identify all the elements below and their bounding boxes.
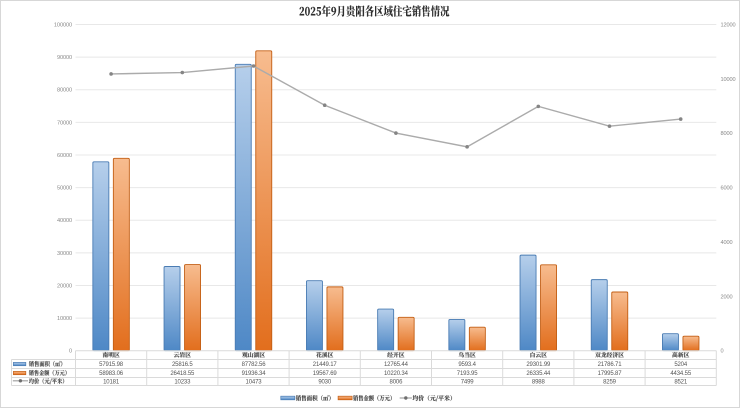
svg-text:100000: 100000 — [54, 23, 72, 29]
svg-text:12765.44: 12765.44 — [384, 362, 409, 368]
svg-text:2000: 2000 — [721, 294, 733, 300]
svg-text:57915.98: 57915.98 — [99, 362, 124, 368]
svg-text:70000: 70000 — [57, 120, 72, 126]
svg-text:4000: 4000 — [721, 240, 733, 246]
svg-text:26335.44: 26335.44 — [526, 371, 551, 377]
svg-text:10473: 10473 — [246, 379, 263, 385]
svg-text:50000: 50000 — [57, 186, 72, 192]
svg-text:17995.87: 17995.87 — [598, 371, 623, 377]
svg-text:9030: 9030 — [318, 379, 332, 385]
svg-text:91936.34: 91936.34 — [242, 371, 267, 377]
svg-text:60000: 60000 — [57, 153, 72, 159]
svg-text:8006: 8006 — [390, 379, 404, 385]
svg-text:40000: 40000 — [57, 218, 72, 224]
svg-text:90000: 90000 — [57, 55, 72, 61]
svg-text:9593.4: 9593.4 — [458, 362, 476, 368]
svg-text:21449.17: 21449.17 — [313, 362, 338, 368]
svg-text:80000: 80000 — [57, 88, 72, 94]
svg-text:0: 0 — [721, 349, 724, 355]
svg-text:12000: 12000 — [721, 23, 736, 29]
svg-text:10220.34: 10220.34 — [384, 371, 409, 377]
svg-text:8000: 8000 — [721, 131, 733, 137]
svg-text:7193.95: 7193.95 — [457, 371, 478, 377]
svg-text:0: 0 — [69, 349, 72, 355]
svg-text:10181: 10181 — [103, 379, 120, 385]
svg-text:10000: 10000 — [721, 77, 736, 83]
svg-text:8259: 8259 — [603, 379, 617, 385]
svg-text:10000: 10000 — [57, 316, 72, 322]
svg-text:25816.5: 25816.5 — [172, 362, 193, 368]
svg-text:4434.55: 4434.55 — [670, 371, 691, 377]
svg-text:21786.71: 21786.71 — [598, 362, 623, 368]
svg-text:58983.06: 58983.06 — [99, 371, 124, 377]
svg-text:8988: 8988 — [532, 379, 546, 385]
svg-text:19567.69: 19567.69 — [313, 371, 338, 377]
svg-text:10233: 10233 — [174, 379, 191, 385]
svg-text:6000: 6000 — [721, 186, 733, 192]
svg-text:29301.99: 29301.99 — [526, 362, 551, 368]
svg-text:7499: 7499 — [461, 379, 475, 385]
svg-text:5204: 5204 — [674, 362, 688, 368]
svg-text:87782.56: 87782.56 — [242, 362, 267, 368]
svg-text:8521: 8521 — [674, 379, 688, 385]
svg-text:26418.55: 26418.55 — [170, 371, 195, 377]
svg-text:20000: 20000 — [57, 283, 72, 289]
svg-text:30000: 30000 — [57, 251, 72, 257]
